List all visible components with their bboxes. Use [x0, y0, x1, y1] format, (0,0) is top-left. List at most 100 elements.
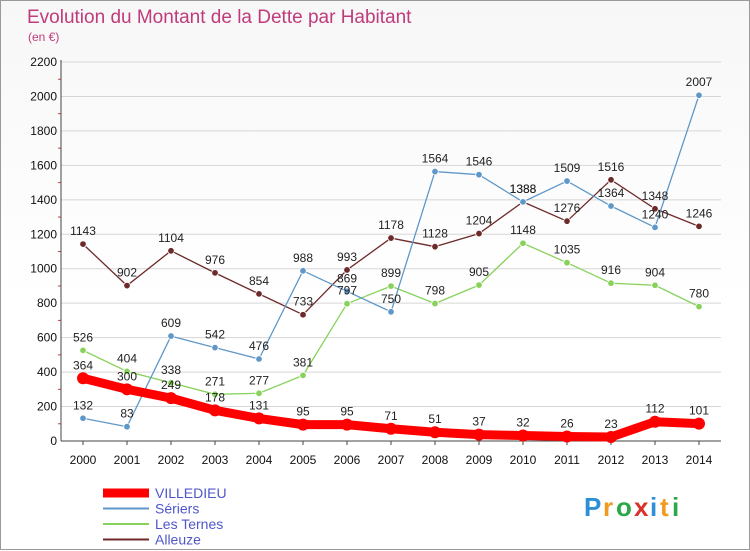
data-point: [387, 282, 395, 290]
data-point: [77, 372, 89, 385]
data-point: [167, 379, 175, 387]
x-tick-label: 2002: [158, 453, 185, 467]
data-point: [343, 299, 351, 308]
data-point: [343, 287, 351, 295]
data-label: 916: [601, 263, 621, 277]
data-label: 854: [249, 274, 269, 288]
chart-subtitle: (en €): [28, 30, 59, 44]
data-label: 1240: [642, 207, 669, 221]
data-point: [605, 431, 617, 444]
data-point: [255, 290, 263, 298]
data-point: [475, 229, 483, 238]
data-label: 1178: [378, 218, 404, 232]
series-lines: [77, 91, 705, 444]
data-point: [123, 281, 131, 290]
y-tick-label: 1600: [30, 158, 57, 172]
logo-letter: i: [672, 492, 679, 522]
logo-letter: P: [584, 492, 601, 522]
data-point: [123, 423, 131, 431]
data-label: 178: [205, 390, 225, 404]
x-tick-label: 2000: [70, 453, 97, 467]
data-point: [79, 240, 87, 248]
logo-letter: r: [603, 492, 613, 522]
data-label: 51: [428, 412, 442, 426]
data-label: 26: [560, 417, 574, 431]
data-label: 1276: [554, 201, 581, 215]
data-point: [211, 343, 219, 352]
legend-entry: Les Ternes: [155, 516, 223, 532]
data-point: [693, 417, 705, 430]
data-point: [341, 418, 353, 431]
x-tick-label: 2010: [510, 453, 537, 467]
y-tick-label: 1400: [30, 193, 57, 207]
data-label: 1148: [510, 223, 536, 237]
data-point: [167, 332, 175, 340]
chart-title: Evolution du Montant de la Dette par Hab…: [27, 7, 412, 28]
y-tick-label: 600: [37, 331, 57, 345]
data-point: [563, 177, 571, 185]
x-tick-label: 2009: [466, 453, 493, 467]
y-tick-label: 800: [37, 296, 57, 310]
data-label: 37: [472, 415, 486, 429]
data-point: [167, 247, 175, 255]
logo-letter: o: [616, 492, 632, 522]
y-tick-label: 1000: [30, 262, 57, 276]
data-label: 1035: [554, 243, 581, 257]
data-point: [651, 223, 659, 232]
data-point: [651, 281, 659, 289]
x-tick-label: 2007: [378, 453, 405, 467]
data-label: 905: [469, 265, 489, 279]
data-label: 131: [249, 398, 269, 412]
data-labels: 364 300 249 178 131 95 95 71 51 37 32 26 23 112 101 132…: [70, 75, 713, 431]
x-tick-label: 2006: [334, 453, 361, 467]
data-point: [387, 308, 395, 316]
data-label: 132: [73, 398, 93, 412]
x-tick-label: 2005: [290, 453, 317, 467]
data-point: [431, 167, 439, 176]
data-label: 364: [73, 358, 93, 372]
data-label: 542: [205, 328, 225, 342]
data-label: 904: [645, 265, 665, 279]
x-tick-label: 2014: [686, 453, 713, 467]
data-point: [431, 299, 439, 308]
data-point: [475, 170, 483, 179]
data-label: 609: [161, 316, 181, 330]
y-tick-label: 2200: [30, 55, 57, 69]
y-tick-label: 400: [37, 365, 57, 379]
data-label: 1104: [158, 231, 184, 245]
data-label: 32: [516, 415, 530, 429]
data-point: [211, 269, 219, 277]
data-point: [651, 205, 659, 213]
data-label: 1516: [598, 160, 625, 174]
data-label: 526: [73, 330, 93, 344]
data-point: [255, 389, 263, 397]
data-point: [649, 415, 661, 428]
data-label: 1388: [510, 182, 537, 196]
x-tick-label: 2013: [642, 453, 669, 467]
data-label: 993: [337, 250, 357, 264]
data-label: 869: [337, 271, 357, 285]
y-tick-label: 0: [50, 434, 57, 448]
data-point: [561, 430, 573, 443]
data-point: [385, 422, 397, 435]
data-point: [519, 239, 527, 247]
data-label: 976: [205, 253, 225, 267]
data-point: [607, 279, 615, 287]
data-point: [475, 281, 483, 289]
data-point: [255, 355, 263, 363]
data-point: [299, 267, 307, 275]
data-point: [79, 414, 87, 422]
legend-entry: VILLEDIEU: [155, 485, 227, 501]
y-tick-label: 2000: [30, 89, 57, 103]
data-label: 95: [340, 405, 354, 419]
y-tick-label: 1800: [30, 124, 57, 138]
data-label: 83: [120, 407, 134, 421]
data-point: [563, 217, 571, 225]
data-point: [429, 426, 441, 439]
x-tick-label: 2004: [246, 453, 273, 467]
legend-entry: Sériers: [155, 501, 199, 517]
x-tick-label: 2012: [598, 453, 625, 467]
data-point: [695, 222, 703, 231]
data-label: 1388: [510, 182, 537, 196]
data-label: 797: [337, 284, 357, 298]
